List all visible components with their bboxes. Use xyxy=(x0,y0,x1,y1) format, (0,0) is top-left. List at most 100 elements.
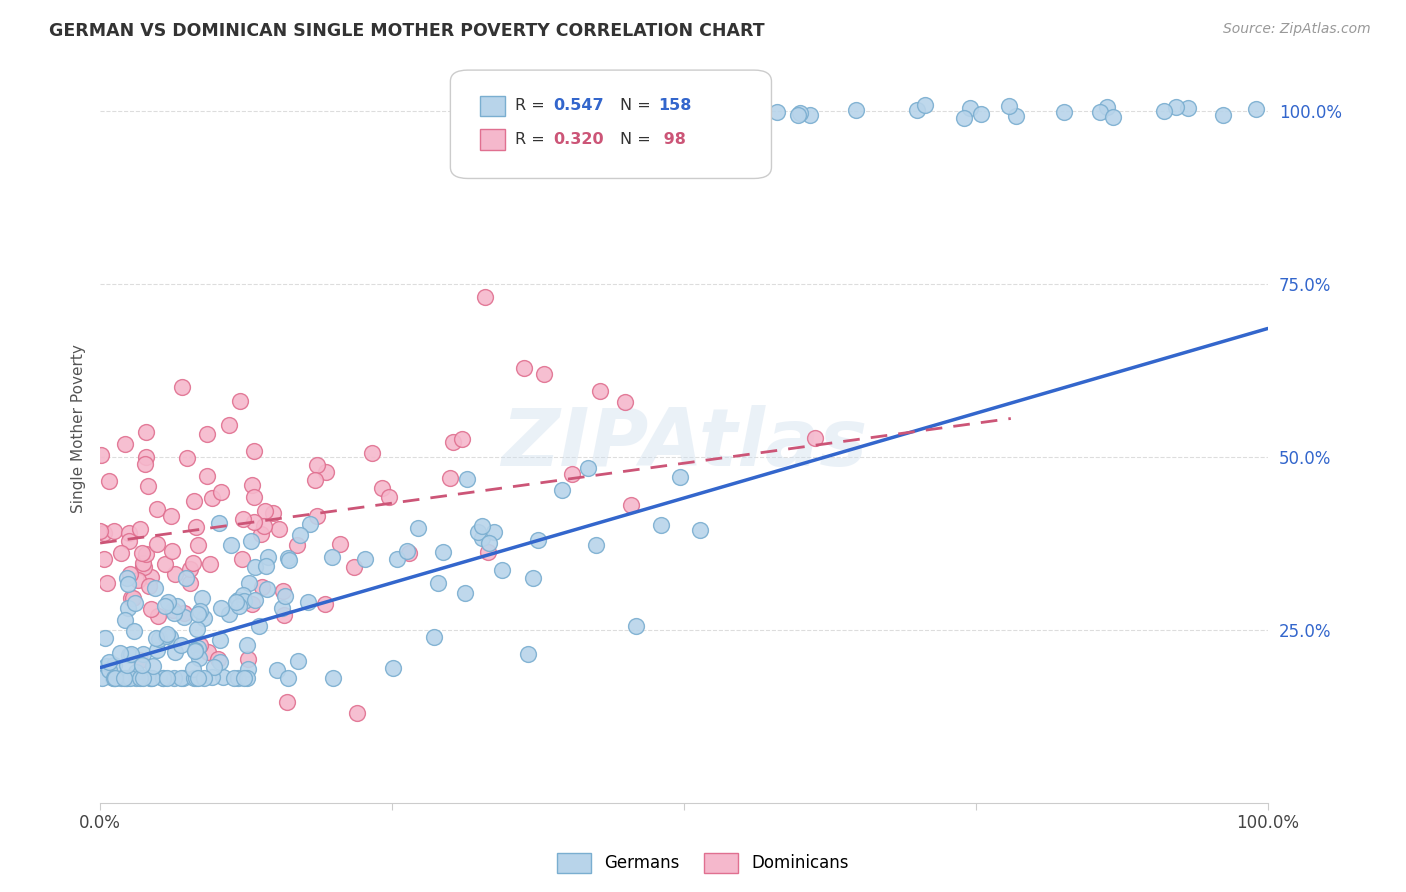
Point xyxy=(512,361,534,376)
Point xyxy=(353,552,375,566)
Point xyxy=(135,547,157,561)
Point xyxy=(156,671,179,685)
Point xyxy=(322,671,344,685)
Point xyxy=(304,473,326,487)
Point xyxy=(288,528,311,542)
Point xyxy=(202,659,225,673)
Point xyxy=(89,524,111,539)
Point xyxy=(804,431,827,445)
Point xyxy=(959,101,981,115)
Point xyxy=(195,426,218,441)
Point xyxy=(138,578,160,592)
Point xyxy=(478,536,501,550)
Point xyxy=(110,671,132,685)
Point xyxy=(432,545,454,559)
Text: N =: N = xyxy=(620,98,655,113)
Point xyxy=(451,432,474,446)
Text: GERMAN VS DOMINICAN SINGLE MOTHER POVERTY CORRELATION CHART: GERMAN VS DOMINICAN SINGLE MOTHER POVERT… xyxy=(49,22,765,40)
Point xyxy=(146,502,169,516)
Point xyxy=(439,471,461,485)
Point xyxy=(128,522,150,536)
Point xyxy=(201,670,224,684)
Point xyxy=(387,552,409,566)
Point xyxy=(262,506,284,520)
Point xyxy=(219,538,242,552)
Point xyxy=(271,600,294,615)
Point xyxy=(454,585,477,599)
Point xyxy=(193,671,215,685)
Point xyxy=(96,659,118,673)
Point xyxy=(585,538,607,552)
FancyBboxPatch shape xyxy=(450,70,772,178)
Point xyxy=(276,695,298,709)
Point xyxy=(188,650,211,665)
Point xyxy=(131,546,153,560)
Point xyxy=(266,663,288,677)
Point xyxy=(1177,101,1199,115)
Point xyxy=(233,593,256,607)
Point xyxy=(287,654,309,668)
Point xyxy=(183,671,205,685)
Point xyxy=(278,552,301,566)
Point xyxy=(482,525,505,540)
Point xyxy=(131,657,153,672)
Point xyxy=(423,631,446,645)
Point xyxy=(139,671,162,685)
Point xyxy=(139,570,162,584)
Point xyxy=(90,671,112,685)
Point xyxy=(765,104,787,119)
Point xyxy=(152,671,174,685)
Point xyxy=(110,545,132,559)
Bar xyxy=(479,95,505,117)
Point xyxy=(271,584,294,599)
Point xyxy=(122,591,145,606)
Point xyxy=(1212,107,1234,121)
Point xyxy=(157,595,180,609)
Point xyxy=(533,367,555,381)
Point xyxy=(576,460,599,475)
Point xyxy=(188,604,211,618)
Point xyxy=(162,602,184,616)
Point xyxy=(181,556,204,570)
Point xyxy=(143,581,166,595)
Point xyxy=(551,483,574,497)
Point xyxy=(749,102,772,116)
Point xyxy=(517,648,540,662)
Point xyxy=(103,658,125,673)
Point xyxy=(170,380,193,394)
Point xyxy=(141,658,163,673)
Point xyxy=(240,597,263,611)
Point xyxy=(139,602,162,616)
Point xyxy=(471,519,494,533)
Point xyxy=(238,575,260,590)
Point xyxy=(90,448,112,462)
Point xyxy=(233,671,256,685)
Point xyxy=(274,589,297,603)
Point xyxy=(589,384,612,398)
Point xyxy=(277,551,299,566)
Point xyxy=(186,640,208,655)
Text: 158: 158 xyxy=(658,98,692,113)
Point xyxy=(209,633,232,648)
Point xyxy=(799,107,821,121)
Point xyxy=(125,665,148,679)
Text: 0.320: 0.320 xyxy=(553,132,603,147)
Point xyxy=(243,515,266,529)
Point xyxy=(305,508,328,523)
Text: 0.547: 0.547 xyxy=(553,98,603,113)
Point xyxy=(225,595,247,609)
Point xyxy=(228,671,250,685)
Point xyxy=(163,567,186,582)
Point xyxy=(200,491,222,505)
Point xyxy=(104,671,127,685)
Point xyxy=(477,545,499,559)
Point xyxy=(114,671,136,685)
Point xyxy=(969,107,991,121)
Point xyxy=(253,519,276,533)
Point xyxy=(1246,102,1268,116)
Point xyxy=(120,647,142,661)
Text: R =: R = xyxy=(515,98,550,113)
Point xyxy=(172,671,194,685)
Point xyxy=(314,597,336,611)
Point xyxy=(103,671,125,685)
